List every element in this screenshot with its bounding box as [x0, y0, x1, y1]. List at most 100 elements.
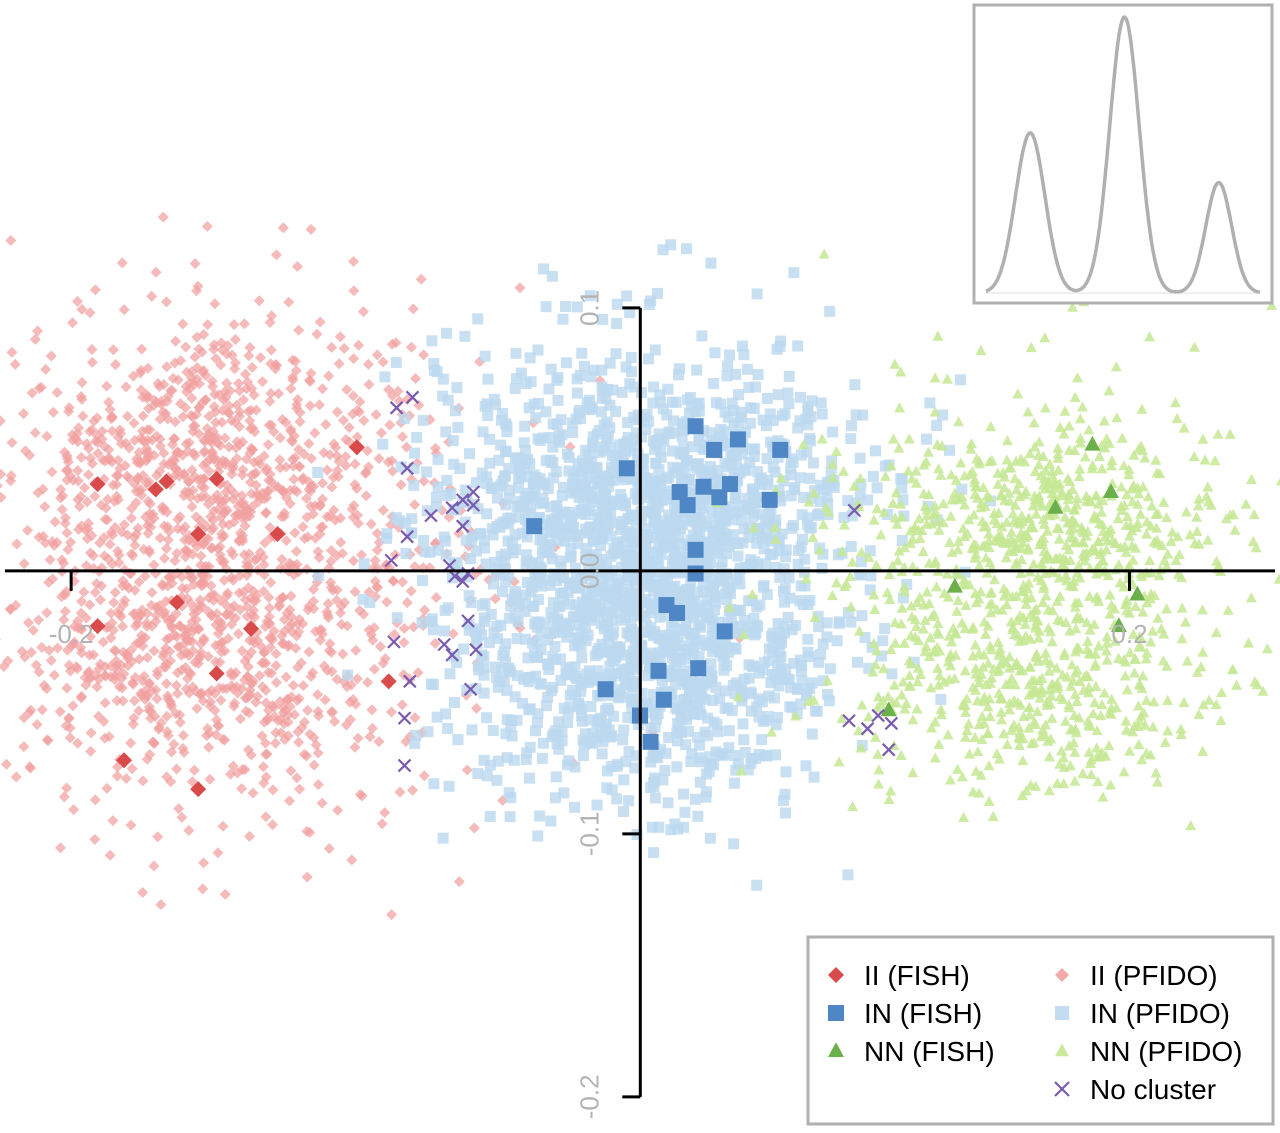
point-nn-pfido-: [1044, 458, 1056, 469]
point-in-pfido-: [621, 436, 633, 448]
point-in-pfido-: [557, 626, 569, 638]
point-ii-pfido-: [25, 646, 37, 658]
point-in-pfido-: [481, 712, 493, 724]
point-ii-pfido-: [293, 460, 305, 472]
point-nn-pfido-: [895, 366, 907, 377]
point-nn-pfido-: [968, 509, 980, 520]
point-in-pfido-: [669, 646, 681, 658]
point-in-pfido-: [814, 496, 826, 508]
point-in-pfido-: [451, 656, 463, 668]
point-in-pfido-: [764, 548, 776, 560]
point-ii-pfido-: [276, 511, 288, 523]
point-ii-pfido-: [204, 773, 216, 785]
point-ii-pfido-: [400, 736, 412, 748]
point-ii-pfido-: [350, 698, 362, 710]
point-in-pfido-: [421, 466, 433, 478]
point-in-pfido-: [794, 472, 806, 484]
point-ii-pfido-: [51, 386, 63, 398]
point-nn-pfido-: [1119, 598, 1131, 609]
point-ii-pfido-: [263, 485, 275, 497]
point-nn-pfido-: [889, 358, 901, 369]
point-in-pfido-: [551, 534, 563, 546]
point-nn-pfido-: [1074, 572, 1086, 583]
point-ii-pfido-: [56, 503, 68, 515]
point-nn-pfido-: [992, 478, 1004, 489]
point-ii-pfido-: [326, 341, 338, 353]
point-ii-pfido-: [258, 647, 270, 659]
point-ii-pfido-: [366, 704, 378, 716]
point-in-pfido-: [601, 561, 613, 573]
point-in-pfido-: [492, 492, 504, 504]
point-nn-pfido-: [938, 676, 950, 687]
point-in-pfido-: [610, 405, 622, 417]
point-ii-pfido-: [352, 509, 364, 521]
point-nn-pfido-: [1038, 582, 1050, 593]
point-ii-pfido-: [0, 415, 6, 427]
point-ii-pfido-: [362, 676, 374, 688]
point-in-pfido-: [692, 731, 704, 743]
point-nn-pfido-: [909, 631, 921, 642]
point-nn-pfido-: [887, 497, 899, 508]
point-in-pfido-: [487, 578, 499, 590]
point-nn-pfido-: [988, 507, 1000, 518]
point-in-pfido-: [855, 556, 867, 568]
point-nn-pfido-: [894, 402, 906, 413]
point-ii-pfido-: [212, 847, 224, 859]
point-in-pfido-: [484, 433, 496, 445]
point-in-pfido-: [500, 563, 512, 575]
point-nn-pfido-: [1123, 560, 1135, 571]
point-ii-pfido-: [122, 660, 134, 672]
point-ii-pfido-: [203, 741, 215, 753]
point-in-pfido-: [811, 705, 823, 717]
point-in-pfido-: [722, 411, 734, 423]
point-in-pfido-: [548, 728, 560, 740]
point-ii-pfido-: [326, 666, 338, 678]
point-ii-pfido-: [18, 558, 30, 570]
point-in-pfido-: [512, 482, 524, 494]
point-nn-pfido-: [1155, 623, 1167, 634]
point-ii-pfido-: [128, 417, 140, 429]
point-in-pfido-: [732, 538, 744, 550]
point-nn-pfido-: [1069, 444, 1081, 456]
point-nn-pfido-: [853, 625, 865, 636]
point-in-pfido-: [411, 431, 423, 443]
point-in-pfido-: [816, 562, 828, 574]
point-ii-pfido-: [128, 712, 140, 724]
point-ii-pfido-: [89, 586, 101, 598]
point-in-pfido-: [593, 424, 605, 436]
point-ii-pfido-: [108, 644, 120, 656]
point-in-pfido-: [788, 484, 800, 496]
point-in-pfido-: [752, 369, 764, 381]
point-in-pfido-: [512, 616, 524, 628]
point-nn-pfido-: [945, 510, 957, 521]
point-in-pfido-: [573, 491, 585, 503]
point-in-pfido-: [721, 660, 733, 672]
point-in-pfido-: [776, 528, 788, 540]
point-in-pfido-: [564, 667, 576, 679]
point-in-pfido-: [476, 599, 488, 611]
point-in-pfido-: [583, 448, 595, 460]
point-nn-pfido-: [1116, 432, 1128, 443]
point-in-pfido-: [546, 553, 558, 565]
point-ii-pfido-: [82, 469, 94, 481]
point-in-pfido-: [845, 433, 857, 445]
point-ii-pfido-: [209, 298, 221, 310]
point-nn-pfido-: [872, 691, 884, 702]
point-in-pfido-: [743, 672, 755, 684]
point-in-pfido-: [729, 449, 741, 461]
point-in-pfido-: [491, 774, 503, 786]
point-nn-pfido-: [833, 756, 845, 767]
point-in-pfido-: [728, 405, 740, 417]
point-in-pfido-: [713, 431, 725, 443]
point-nn-pfido-: [1074, 413, 1086, 424]
point-in-pfido-: [523, 507, 535, 519]
point-nn-pfido-: [917, 546, 929, 557]
point-ii-pfido-: [160, 658, 172, 670]
point-in-pfido-: [623, 746, 635, 758]
point-in-pfido-: [757, 414, 769, 426]
point-nn-pfido-: [953, 535, 965, 546]
point-in-pfido-: [802, 633, 814, 645]
point-ii-pfido-: [236, 783, 248, 795]
point-in-pfido-: [659, 764, 671, 776]
